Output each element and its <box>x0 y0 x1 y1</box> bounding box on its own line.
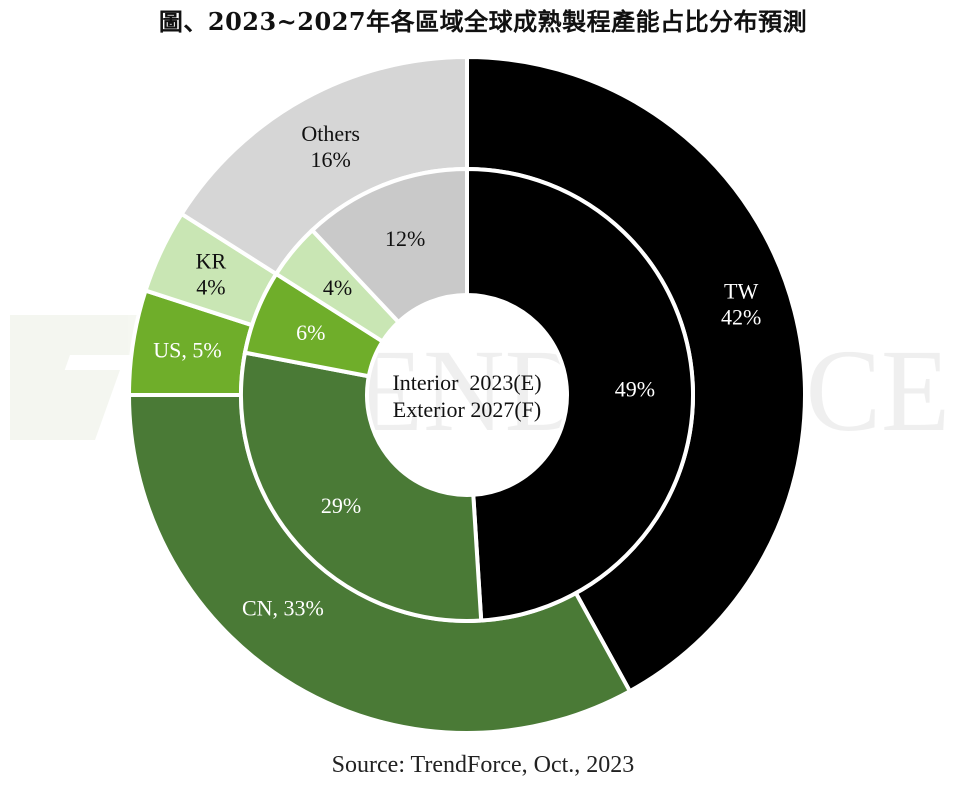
outer-label-kr: KR 4% <box>196 249 227 300</box>
slice-labels: 49% 29% 6% 4% 12% TW 42% CN, 33% US, 5% KR 4% Other… <box>153 121 761 621</box>
center-label-line-1: Interior 2023(E) <box>392 370 541 395</box>
inner-slice-cn <box>239 350 484 623</box>
outer-ring-2027 <box>126 54 807 735</box>
inner-slice-tw <box>465 166 695 623</box>
outer-label-others: Others 16% <box>301 121 360 172</box>
center-label-line-2: Exterior 2027(F) <box>393 397 541 422</box>
inner-label-us: 6% <box>296 320 325 345</box>
inner-label-kr: 4% <box>323 275 352 300</box>
inner-slice-others <box>309 166 469 325</box>
outer-label-us: US, 5% <box>153 338 221 363</box>
inner-label-cn: 29% <box>321 493 361 518</box>
inner-label-others: 12% <box>385 226 425 251</box>
outer-label-cn: CN, 33% <box>242 596 324 621</box>
source-note: Source: TrendForce, Oct., 2023 <box>331 752 635 778</box>
chart-title: 圖、2023~2027年各區域全球成熟製程產能占比分布預測 <box>158 7 808 36</box>
inner-label-tw: 49% <box>615 377 655 402</box>
outer-label-tw: TW 42% <box>721 279 761 330</box>
inner-ring-2023 <box>239 166 695 623</box>
